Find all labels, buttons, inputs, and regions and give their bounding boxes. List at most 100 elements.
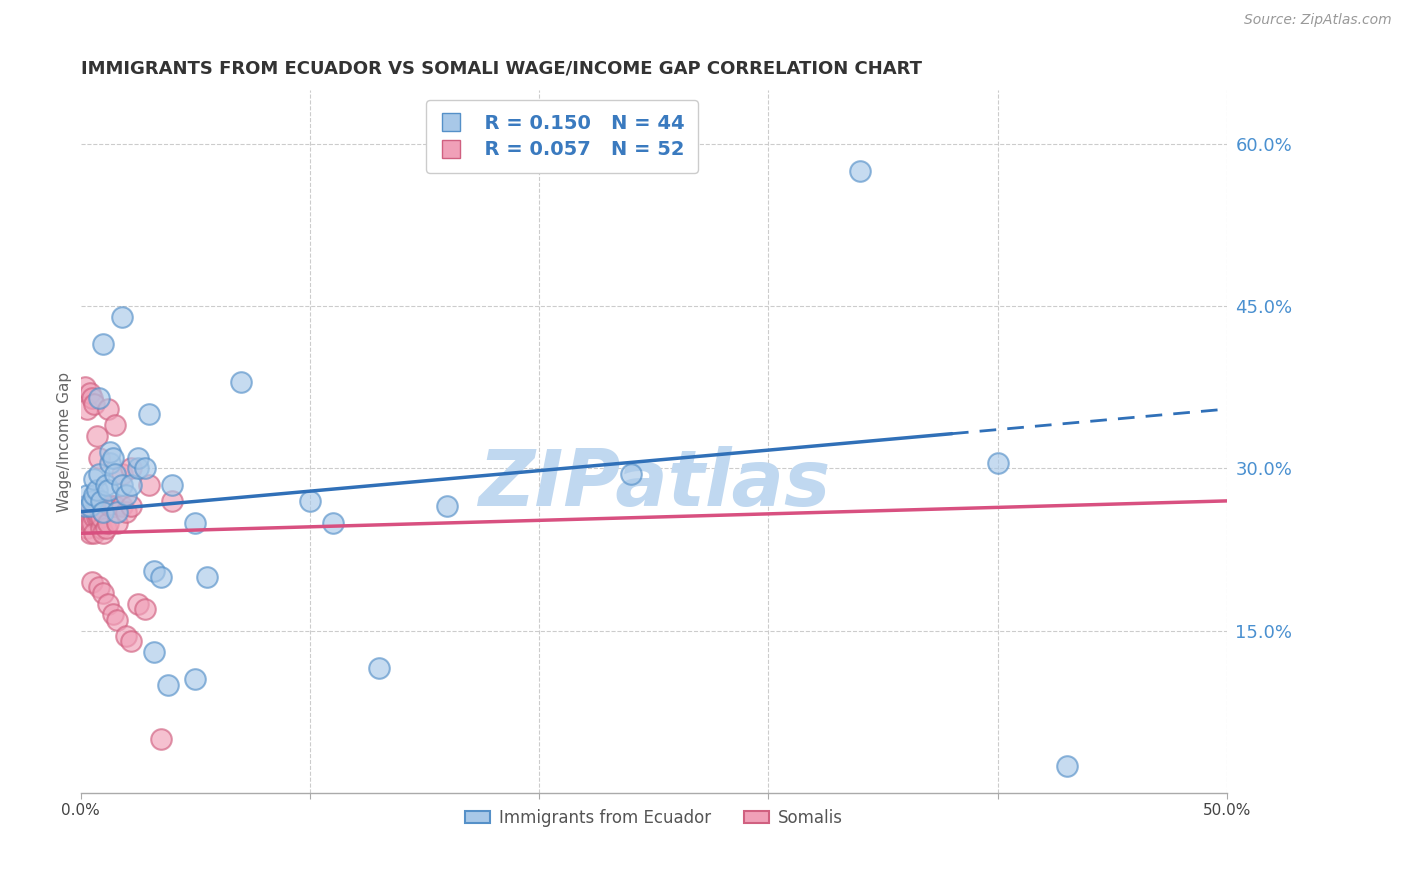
- Point: [87, 467, 110, 481]
- Point: [104, 467, 127, 481]
- Point: [120, 461, 142, 475]
- Point: [83, 488, 105, 502]
- Point: [90, 510, 112, 524]
- Point: [184, 516, 207, 530]
- Point: [98, 500, 121, 514]
- Point: [80, 516, 103, 530]
- Point: [149, 569, 172, 583]
- Point: [79, 516, 101, 530]
- Point: [134, 461, 156, 475]
- Point: [142, 564, 165, 578]
- Point: [97, 483, 120, 497]
- Point: [97, 516, 120, 530]
- Point: [120, 634, 142, 648]
- Point: [98, 445, 121, 459]
- Text: ZIPatlas: ZIPatlas: [478, 446, 830, 522]
- Point: [127, 461, 149, 475]
- Point: [93, 526, 115, 541]
- Point: [87, 580, 110, 594]
- Point: [83, 526, 105, 541]
- Point: [111, 477, 134, 491]
- Point: [162, 494, 184, 508]
- Point: [229, 375, 252, 389]
- Point: [142, 645, 165, 659]
- Point: [83, 510, 105, 524]
- Point: [97, 402, 120, 417]
- Point: [127, 450, 149, 465]
- Y-axis label: Wage/Income Gap: Wage/Income Gap: [58, 371, 72, 511]
- Point: [115, 629, 138, 643]
- Point: [105, 516, 128, 530]
- Point: [93, 337, 115, 351]
- Point: [86, 510, 108, 524]
- Point: [120, 477, 142, 491]
- Point: [86, 483, 108, 497]
- Point: [94, 521, 117, 535]
- Point: [322, 516, 344, 530]
- Point: [97, 597, 120, 611]
- Point: [80, 574, 103, 589]
- Point: [298, 494, 321, 508]
- Point: [86, 429, 108, 443]
- Point: [72, 516, 94, 530]
- Point: [115, 488, 138, 502]
- Point: [101, 607, 124, 622]
- Point: [105, 505, 128, 519]
- Point: [76, 521, 98, 535]
- Point: [104, 500, 127, 514]
- Point: [76, 402, 98, 417]
- Point: [80, 500, 103, 514]
- Point: [83, 397, 105, 411]
- Point: [149, 731, 172, 746]
- Point: [79, 526, 101, 541]
- Point: [138, 408, 160, 422]
- Point: [134, 602, 156, 616]
- Point: [75, 510, 97, 524]
- Point: [87, 391, 110, 405]
- Point: [184, 672, 207, 686]
- Point: [76, 488, 98, 502]
- Point: [138, 477, 160, 491]
- Point: [115, 505, 138, 519]
- Point: [93, 505, 115, 519]
- Point: [162, 477, 184, 491]
- Point: [849, 164, 872, 178]
- Point: [156, 677, 179, 691]
- Point: [75, 500, 97, 514]
- Point: [620, 467, 643, 481]
- Text: IMMIGRANTS FROM ECUADOR VS SOMALI WAGE/INCOME GAP CORRELATION CHART: IMMIGRANTS FROM ECUADOR VS SOMALI WAGE/I…: [80, 60, 921, 78]
- Point: [75, 380, 97, 394]
- Text: Source: ZipAtlas.com: Source: ZipAtlas.com: [1244, 13, 1392, 28]
- Point: [79, 500, 101, 514]
- Point: [1056, 758, 1078, 772]
- Point: [436, 500, 458, 514]
- Point: [367, 661, 389, 675]
- Point: [83, 472, 105, 486]
- Point: [93, 505, 115, 519]
- Point: [104, 418, 127, 433]
- Point: [101, 450, 124, 465]
- Legend: Immigrants from Ecuador, Somalis: Immigrants from Ecuador, Somalis: [458, 802, 849, 833]
- Point: [195, 569, 218, 583]
- Point: [90, 494, 112, 508]
- Point: [120, 500, 142, 514]
- Point: [98, 456, 121, 470]
- Point: [80, 391, 103, 405]
- Point: [93, 586, 115, 600]
- Point: [75, 500, 97, 514]
- Point: [94, 477, 117, 491]
- Point: [79, 385, 101, 400]
- Point: [87, 500, 110, 514]
- Point: [987, 456, 1010, 470]
- Point: [87, 450, 110, 465]
- Point: [87, 510, 110, 524]
- Point: [101, 500, 124, 514]
- Point: [111, 467, 134, 481]
- Point: [80, 494, 103, 508]
- Point: [105, 613, 128, 627]
- Point: [111, 310, 134, 325]
- Point: [111, 500, 134, 514]
- Point: [127, 597, 149, 611]
- Point: [86, 505, 108, 519]
- Point: [76, 505, 98, 519]
